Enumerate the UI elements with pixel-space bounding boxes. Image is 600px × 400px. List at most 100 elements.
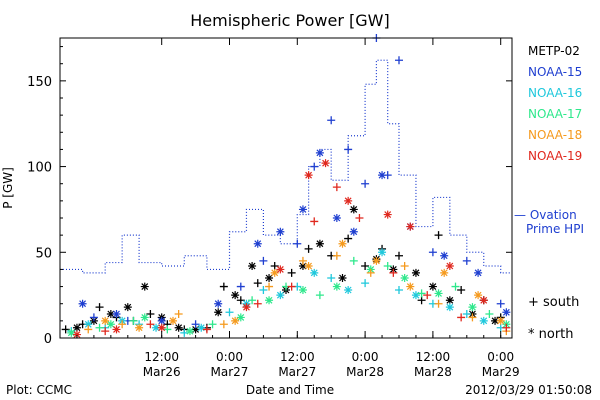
north-marker — [231, 316, 240, 325]
south-marker — [428, 248, 437, 257]
south-marker — [389, 268, 398, 277]
x-tick-time: 0:00 — [216, 350, 243, 364]
north-marker — [265, 274, 274, 282]
ovation-hpi-line — [60, 59, 512, 274]
x-tick-date: Mar27 — [211, 365, 249, 379]
north-marker — [406, 282, 415, 291]
north-marker — [276, 291, 285, 300]
south-marker — [502, 323, 511, 332]
south-marker — [361, 179, 370, 188]
south-marker — [327, 116, 336, 125]
north-marker — [344, 196, 353, 205]
north-marker — [434, 289, 443, 298]
south-marker — [265, 282, 274, 291]
north-marker — [383, 210, 392, 219]
north-marker — [78, 299, 87, 308]
north-marker — [253, 239, 262, 248]
south-marker — [451, 282, 460, 291]
south-marker — [417, 296, 426, 305]
south-marker — [219, 320, 228, 329]
x-tick-date: Mar26 — [143, 365, 181, 379]
x-tick-date: Mar29 — [482, 365, 520, 379]
x-tick-time: 0:00 — [487, 350, 514, 364]
south-marker — [361, 279, 370, 288]
north-marker — [406, 222, 415, 231]
south-marker — [287, 268, 296, 277]
north-marker — [298, 262, 307, 270]
north-marker — [276, 227, 285, 236]
footer-timestamp: 2012/03/29 01:50:08 — [465, 383, 592, 397]
north-marker — [428, 282, 437, 291]
south-marker — [496, 299, 505, 308]
south-marker — [101, 327, 110, 336]
legend-item: NOAA-19 — [528, 149, 582, 163]
south-marker — [383, 171, 392, 180]
north-marker — [298, 286, 307, 294]
north-marker — [140, 313, 149, 322]
south-marker — [163, 325, 172, 334]
south-marker — [366, 268, 375, 277]
ovation-line-layer — [60, 59, 512, 274]
south-marker — [457, 286, 466, 294]
north-marker — [106, 320, 115, 329]
ovation-legend-line2: Prime HPI — [526, 222, 584, 236]
south-marker — [395, 56, 403, 65]
south-marker — [485, 310, 494, 318]
south-marker — [434, 299, 443, 308]
south-marker — [332, 183, 341, 192]
x-tick-time: 12:00 — [416, 350, 451, 364]
north-marker — [468, 303, 477, 312]
south-marker — [344, 145, 353, 154]
south-marker — [95, 303, 104, 312]
south-marker — [191, 320, 200, 329]
north-marker — [491, 316, 500, 325]
legend: METP-02 NOAA-15 NOAA-16 NOAA-17 NOAA-18 NOAA-… — [514, 44, 584, 342]
south-marker — [146, 320, 155, 329]
south-marker — [95, 323, 104, 332]
south-marker — [423, 291, 432, 300]
north-marker — [411, 268, 420, 277]
south-marker — [146, 310, 155, 318]
north-marker — [214, 308, 223, 317]
south-marker — [202, 325, 211, 334]
y-tick-label: 50 — [35, 246, 52, 261]
north-marker — [106, 310, 115, 318]
south-marker — [344, 234, 353, 243]
north-marker — [372, 256, 381, 265]
north-marker — [72, 323, 81, 332]
legend-item: NOAA-15 — [528, 65, 582, 79]
legend-item: METP-02 — [528, 44, 580, 58]
south-marker — [270, 262, 279, 270]
south-marker — [208, 320, 217, 329]
north-marker — [378, 248, 387, 257]
south-marker — [327, 274, 336, 282]
marker-legend-item: + south — [528, 295, 579, 310]
north-marker — [304, 171, 313, 180]
north-marker — [242, 303, 251, 312]
north-marker — [185, 327, 194, 336]
south-marker — [253, 299, 262, 308]
south-marker — [315, 291, 324, 300]
x-tick-date: Mar28 — [346, 365, 384, 379]
north-marker — [445, 296, 454, 305]
legend-item: NOAA-17 — [528, 107, 582, 121]
north-marker — [298, 205, 307, 214]
south-marker — [462, 256, 471, 265]
south-marker — [225, 308, 234, 317]
north-marker — [349, 205, 358, 214]
south-marker — [310, 162, 319, 171]
south-marker — [259, 286, 268, 294]
y-tick-label: 150 — [27, 75, 52, 90]
x-axis: 12:00Mar260:00Mar2712:00Mar270:00Mar2812… — [59, 38, 520, 379]
north-marker — [332, 282, 341, 291]
north-marker — [197, 323, 206, 332]
north-marker — [84, 320, 93, 329]
south-marker — [310, 217, 319, 226]
south-marker — [84, 325, 93, 334]
south-marker — [174, 310, 183, 318]
south-marker — [89, 313, 98, 322]
north-marker — [411, 291, 420, 300]
south-marker — [361, 262, 370, 270]
north-marker — [72, 330, 81, 339]
chart-title: Hemispheric Power [GW] — [190, 11, 389, 30]
